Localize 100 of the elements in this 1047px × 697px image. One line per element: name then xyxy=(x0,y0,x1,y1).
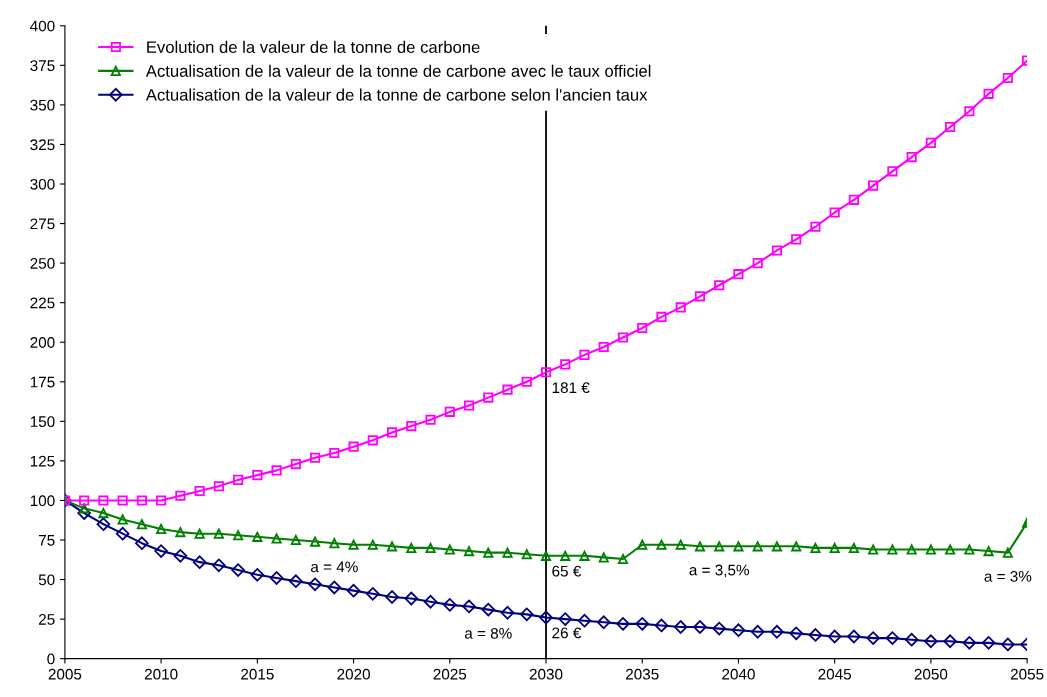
point xyxy=(771,541,783,552)
point xyxy=(310,536,321,547)
y-tick-label: 350 xyxy=(30,99,55,111)
point xyxy=(154,544,168,558)
point xyxy=(637,539,648,550)
point xyxy=(404,591,419,606)
point xyxy=(346,583,361,598)
y-tick-label: 0 xyxy=(47,653,55,665)
point xyxy=(560,359,571,370)
y-tick-label: 400 xyxy=(30,20,55,32)
point xyxy=(308,577,322,592)
point xyxy=(906,544,917,555)
point xyxy=(943,634,957,649)
point xyxy=(616,617,630,631)
point xyxy=(406,542,417,553)
y-tick-label: 275 xyxy=(30,218,55,230)
point xyxy=(808,628,823,642)
point xyxy=(791,234,802,245)
point xyxy=(733,269,744,280)
point xyxy=(367,435,378,446)
point xyxy=(1002,72,1013,84)
point xyxy=(791,541,802,552)
annotation: a = 3% xyxy=(984,570,1032,582)
point xyxy=(579,550,590,561)
point xyxy=(637,322,648,334)
point xyxy=(156,495,167,506)
point xyxy=(192,555,207,569)
y-tick-label: 125 xyxy=(30,455,55,467)
point xyxy=(483,547,494,558)
point xyxy=(233,530,244,541)
point xyxy=(617,553,629,565)
point xyxy=(925,544,936,555)
point xyxy=(98,508,109,519)
point xyxy=(770,624,784,639)
point xyxy=(598,341,609,353)
point xyxy=(135,536,149,550)
point xyxy=(868,544,879,555)
point xyxy=(789,626,803,641)
point xyxy=(656,539,667,550)
point xyxy=(945,544,956,555)
point xyxy=(887,166,898,177)
point xyxy=(231,563,245,577)
point xyxy=(175,527,186,538)
point xyxy=(271,533,282,544)
y-tick-label: 150 xyxy=(30,416,55,428)
point xyxy=(425,414,436,425)
point xyxy=(848,194,859,205)
point xyxy=(752,258,763,269)
point xyxy=(694,291,706,302)
point xyxy=(136,519,147,530)
point xyxy=(521,376,532,387)
point xyxy=(654,618,669,633)
point xyxy=(540,367,552,378)
x-tick-label: 2005 xyxy=(48,668,82,680)
annotation: 181 € xyxy=(552,382,590,394)
point xyxy=(904,632,919,647)
point xyxy=(269,571,284,585)
y-tick-label: 200 xyxy=(30,337,55,348)
point xyxy=(964,106,975,117)
point xyxy=(483,392,494,403)
point xyxy=(250,568,265,582)
y-tick-label: 100 xyxy=(30,495,55,507)
point xyxy=(577,613,592,628)
point xyxy=(175,490,186,501)
y-tick-label: 75 xyxy=(38,535,55,546)
point xyxy=(442,598,457,612)
y-tick-label: 25 xyxy=(38,613,55,625)
point xyxy=(327,580,342,595)
point xyxy=(117,514,128,525)
y-tick-label: 250 xyxy=(30,257,55,269)
point xyxy=(385,590,399,604)
point xyxy=(348,539,359,550)
x-tick-label: 2045 xyxy=(818,668,852,680)
point xyxy=(866,631,880,645)
point xyxy=(271,465,282,476)
point xyxy=(675,539,686,550)
point xyxy=(964,544,975,555)
point xyxy=(540,550,552,561)
point xyxy=(868,180,879,191)
point xyxy=(752,541,763,552)
point xyxy=(714,541,725,552)
point xyxy=(289,574,303,588)
point xyxy=(386,427,398,438)
point xyxy=(213,481,224,492)
point xyxy=(310,452,321,463)
point xyxy=(848,542,859,553)
point xyxy=(521,549,532,560)
annotation: a = 4% xyxy=(310,561,358,573)
point xyxy=(366,586,380,601)
point xyxy=(906,152,917,163)
point xyxy=(252,531,263,542)
point xyxy=(771,245,783,256)
point xyxy=(829,542,840,553)
point xyxy=(290,458,301,470)
legend-label: Actualisation de la valeur de la tonne de carbone selon l'ancien taux xyxy=(145,88,648,101)
point xyxy=(96,517,111,531)
x-tick-label: 2030 xyxy=(529,668,563,680)
legend-label: Actualisation de la valeur de la tonne de carbone avec le taux officiel xyxy=(145,64,651,77)
point xyxy=(329,447,340,459)
point xyxy=(367,539,378,550)
